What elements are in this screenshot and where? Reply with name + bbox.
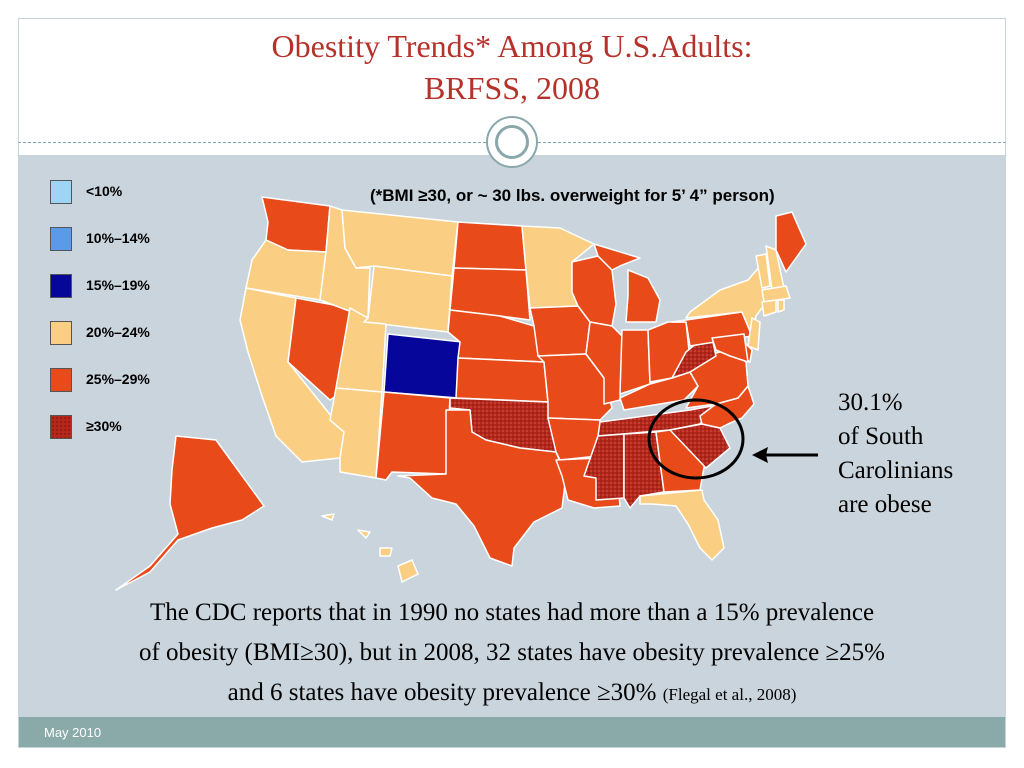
callout-value: 30.1%: [838, 389, 903, 416]
legend-label: 15%–19%: [86, 277, 150, 293]
slide-subtitle: BRFSS, 2008: [423, 70, 601, 106]
state-florida: [639, 489, 725, 561]
legend-label: <10%: [86, 183, 123, 199]
legend-item: <10%: [50, 180, 250, 206]
legend-item: 20%–24%: [50, 321, 250, 347]
state-new-mexico: [375, 391, 451, 481]
state-new-york: [685, 265, 769, 337]
state-arizona: [329, 387, 383, 479]
state-michigan: [593, 243, 661, 323]
highlight-circle: [647, 398, 745, 480]
callout-text: 30.1% of South Carolinians are obese: [838, 386, 953, 522]
legend-label: 10%–14%: [86, 230, 150, 246]
body-text: The CDC reports that in 1990 no states h…: [30, 593, 994, 715]
state-rhode-island: [777, 299, 785, 313]
legend-label: 20%–24%: [86, 324, 150, 340]
state-south-dakota: [449, 267, 531, 321]
legend-item: 10%–14%: [50, 227, 250, 253]
legend-item: 25%–29%: [50, 368, 250, 394]
state-kansas: [455, 357, 549, 403]
legend-swatch: [50, 180, 72, 204]
legend-item: 15%–19%: [50, 274, 250, 300]
legend-swatch: [50, 227, 72, 251]
body-line: and 6 states have obesity prevalence ≥30…: [227, 679, 797, 706]
callout-line: Carolinians: [838, 457, 954, 484]
state-colorado: [383, 333, 463, 399]
state-new-jersey: [747, 317, 761, 351]
callout-line: are obese: [838, 491, 932, 518]
legend-swatch: [50, 368, 72, 392]
state-illinois: [585, 321, 623, 405]
state-texas: [397, 409, 567, 567]
citation: (Flegal et al., 2008): [662, 685, 797, 704]
body-line: of obesity (BMI≥30), but in 2008, 32 sta…: [138, 639, 886, 666]
circle-ornament-icon: [486, 116, 538, 168]
state-connecticut: [761, 299, 777, 317]
state-iowa: [529, 305, 591, 357]
legend-swatch: [50, 415, 72, 439]
bmi-note: (*BMI ≥30, or ~ 30 lbs. overweight for 5…: [370, 186, 775, 205]
state-montana: [341, 209, 459, 277]
footer-bar: May 2010: [18, 717, 1006, 748]
state-vermont: [755, 253, 771, 289]
state-massachusetts: [761, 285, 791, 303]
state-alaska: [115, 435, 265, 591]
state-hawaii: [321, 513, 419, 583]
legend-item: ≥30%: [50, 415, 250, 441]
state-indiana: [619, 329, 651, 395]
legend-swatch: [50, 321, 72, 345]
callout-line: of South: [838, 423, 924, 450]
legend-label: 25%–29%: [86, 371, 150, 387]
state-south-carolina: [669, 423, 731, 469]
state-maine: [775, 211, 807, 273]
legend-label: ≥30%: [86, 418, 122, 434]
footer-date: May 2010: [44, 725, 102, 740]
arrow-head-icon: [752, 447, 768, 463]
body-line: The CDC reports that in 1990 no states h…: [149, 599, 875, 626]
legend-swatch: [50, 274, 72, 298]
slide-title: Obestity Trends* Among U.S.Adults:: [271, 28, 753, 64]
state-wyoming: [363, 265, 453, 333]
state-north-dakota: [453, 221, 527, 271]
state-maryland: [711, 333, 749, 363]
state-arkansas: [547, 417, 601, 461]
